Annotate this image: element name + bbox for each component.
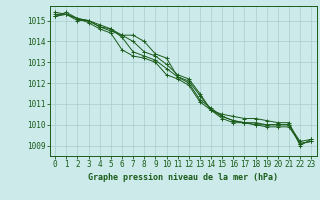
X-axis label: Graphe pression niveau de la mer (hPa): Graphe pression niveau de la mer (hPa) [88, 173, 278, 182]
